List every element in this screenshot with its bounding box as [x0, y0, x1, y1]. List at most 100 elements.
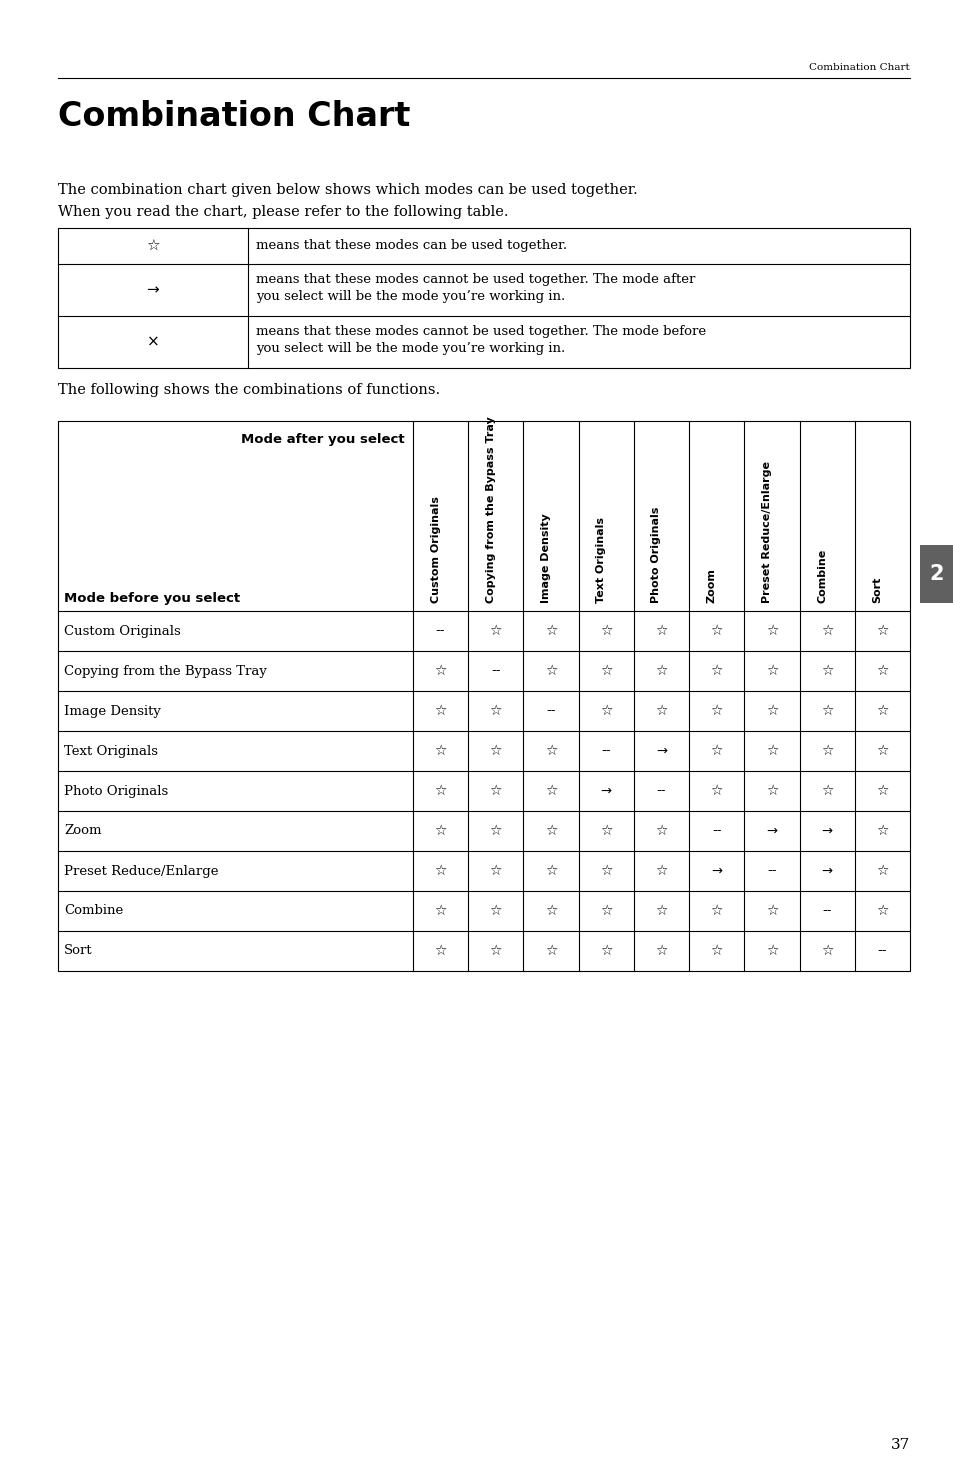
Text: ☆: ☆ — [655, 944, 667, 957]
Text: The combination chart given below shows which modes can be used together.: The combination chart given below shows … — [58, 183, 638, 198]
Text: ☆: ☆ — [710, 944, 722, 957]
Text: ☆: ☆ — [820, 624, 833, 639]
Text: --: -- — [601, 745, 610, 758]
Text: Custom Originals: Custom Originals — [430, 496, 440, 603]
Text: ☆: ☆ — [765, 624, 778, 639]
Text: ☆: ☆ — [434, 664, 446, 678]
Text: ☆: ☆ — [710, 785, 722, 798]
Text: When you read the chart, please refer to the following table.: When you read the chart, please refer to… — [58, 205, 508, 218]
Text: ☆: ☆ — [765, 944, 778, 957]
Text: ☆: ☆ — [875, 704, 887, 718]
Text: 2: 2 — [929, 563, 943, 584]
Text: --: -- — [766, 864, 776, 878]
Text: Custom Originals: Custom Originals — [64, 624, 180, 637]
Text: --: -- — [711, 825, 720, 838]
Text: ☆: ☆ — [765, 664, 778, 678]
Text: ☆: ☆ — [146, 239, 160, 254]
Text: Text Originals: Text Originals — [596, 518, 606, 603]
Text: ☆: ☆ — [489, 743, 501, 758]
Text: ☆: ☆ — [489, 785, 501, 798]
Text: ☆: ☆ — [434, 704, 446, 718]
Text: ☆: ☆ — [875, 904, 887, 917]
Text: ☆: ☆ — [820, 664, 833, 678]
Text: ☆: ☆ — [820, 944, 833, 957]
Text: ☆: ☆ — [710, 624, 722, 639]
Text: ☆: ☆ — [434, 944, 446, 957]
Text: you select will be the mode you’re working in.: you select will be the mode you’re worki… — [255, 342, 565, 355]
Text: ☆: ☆ — [875, 785, 887, 798]
Text: ☆: ☆ — [544, 864, 557, 878]
Text: ☆: ☆ — [489, 864, 501, 878]
Text: ☆: ☆ — [655, 704, 667, 718]
Text: Combine: Combine — [64, 904, 123, 917]
Text: ☆: ☆ — [544, 785, 557, 798]
Text: →: → — [765, 825, 777, 838]
Text: ☆: ☆ — [655, 664, 667, 678]
Text: ☆: ☆ — [765, 743, 778, 758]
Text: ☆: ☆ — [489, 904, 501, 917]
Text: Sort: Sort — [871, 577, 882, 603]
Text: Combination Chart: Combination Chart — [808, 63, 909, 72]
Text: ☆: ☆ — [434, 825, 446, 838]
Text: ☆: ☆ — [875, 664, 887, 678]
Text: means that these modes can be used together.: means that these modes can be used toget… — [255, 239, 566, 252]
Text: Zoom: Zoom — [64, 825, 101, 838]
Text: ☆: ☆ — [765, 704, 778, 718]
Text: ☆: ☆ — [544, 664, 557, 678]
Text: →: → — [147, 283, 159, 298]
Text: →: → — [821, 825, 832, 838]
Text: Mode before you select: Mode before you select — [64, 591, 240, 605]
Text: Text Originals: Text Originals — [64, 745, 158, 758]
Text: ☆: ☆ — [875, 864, 887, 878]
Text: Combination Chart: Combination Chart — [58, 100, 410, 133]
Text: →: → — [656, 745, 666, 758]
Text: ☆: ☆ — [710, 743, 722, 758]
Text: ☆: ☆ — [710, 904, 722, 917]
Text: --: -- — [821, 904, 831, 917]
Text: Preset Reduce/Enlarge: Preset Reduce/Enlarge — [64, 864, 218, 878]
Text: →: → — [821, 864, 832, 878]
Text: Sort: Sort — [64, 944, 92, 957]
Text: ☆: ☆ — [599, 704, 612, 718]
Text: Image Density: Image Density — [64, 705, 161, 717]
Text: ☆: ☆ — [765, 904, 778, 917]
Bar — [58, 229, 909, 367]
Text: means that these modes cannot be used together. The mode before: means that these modes cannot be used to… — [255, 324, 705, 338]
Text: ☆: ☆ — [710, 704, 722, 718]
Text: →: → — [710, 864, 721, 878]
Text: ☆: ☆ — [544, 624, 557, 639]
Text: Combine: Combine — [817, 549, 826, 603]
Text: ☆: ☆ — [765, 785, 778, 798]
Text: →: → — [600, 785, 611, 798]
Text: ☆: ☆ — [655, 825, 667, 838]
Text: Copying from the Bypass Tray: Copying from the Bypass Tray — [64, 665, 267, 677]
Text: ☆: ☆ — [710, 664, 722, 678]
Text: --: -- — [656, 785, 665, 798]
Text: ☆: ☆ — [489, 944, 501, 957]
Text: ☆: ☆ — [544, 904, 557, 917]
Text: ☆: ☆ — [434, 864, 446, 878]
Text: Image Density: Image Density — [540, 513, 551, 603]
Text: ☆: ☆ — [875, 825, 887, 838]
Text: 37: 37 — [890, 1438, 909, 1451]
Text: --: -- — [491, 665, 500, 677]
Text: you select will be the mode you’re working in.: you select will be the mode you’re worki… — [255, 289, 565, 302]
Text: ☆: ☆ — [599, 864, 612, 878]
Text: ×: × — [147, 335, 159, 350]
Text: ☆: ☆ — [655, 624, 667, 639]
Text: ☆: ☆ — [489, 825, 501, 838]
Text: Photo Originals: Photo Originals — [64, 785, 168, 798]
Bar — [58, 420, 909, 971]
Text: --: -- — [436, 624, 445, 637]
Text: ☆: ☆ — [599, 904, 612, 917]
Text: ☆: ☆ — [820, 704, 833, 718]
Text: Photo Originals: Photo Originals — [651, 506, 660, 603]
Text: ☆: ☆ — [489, 704, 501, 718]
Text: Preset Reduce/Enlarge: Preset Reduce/Enlarge — [761, 462, 771, 603]
Text: ☆: ☆ — [434, 743, 446, 758]
Text: ☆: ☆ — [599, 664, 612, 678]
Text: ☆: ☆ — [875, 743, 887, 758]
Text: ☆: ☆ — [820, 743, 833, 758]
Text: ☆: ☆ — [655, 904, 667, 917]
Text: ☆: ☆ — [820, 785, 833, 798]
